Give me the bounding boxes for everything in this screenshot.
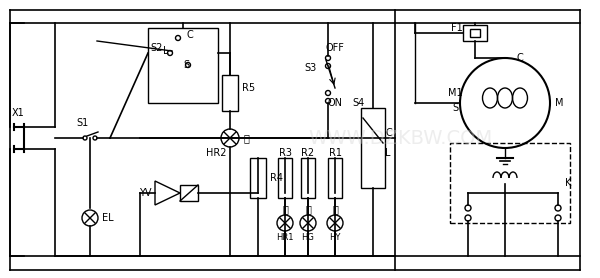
Circle shape — [327, 215, 343, 231]
Text: HR1: HR1 — [276, 232, 294, 242]
Text: EL: EL — [102, 213, 113, 223]
Text: YV: YV — [139, 188, 151, 198]
Bar — [180, 185, 198, 201]
Text: ON: ON — [328, 98, 343, 108]
Text: R5: R5 — [242, 83, 255, 93]
Circle shape — [460, 58, 550, 148]
Text: R3: R3 — [278, 148, 292, 158]
Bar — [250, 158, 266, 198]
Bar — [470, 29, 480, 37]
Circle shape — [82, 210, 98, 226]
Text: L: L — [163, 46, 169, 56]
Circle shape — [83, 136, 87, 140]
Text: C: C — [385, 128, 392, 138]
Text: HY: HY — [329, 232, 341, 242]
Bar — [148, 28, 218, 103]
Text: S3: S3 — [304, 63, 316, 73]
Text: S1: S1 — [76, 118, 88, 128]
Text: OFF: OFF — [326, 43, 344, 53]
Text: WWW.DZKBW.COM: WWW.DZKBW.COM — [308, 128, 492, 148]
Text: 黄: 黄 — [332, 204, 338, 214]
Circle shape — [326, 91, 331, 96]
Bar — [450, 143, 570, 223]
Circle shape — [326, 98, 331, 103]
Text: M: M — [555, 98, 563, 108]
Text: 绿: 绿 — [305, 204, 311, 214]
Bar — [301, 158, 315, 198]
Circle shape — [326, 63, 331, 68]
Text: S: S — [452, 103, 458, 113]
Text: S4: S4 — [352, 98, 364, 108]
Text: C: C — [187, 30, 193, 40]
Text: R1: R1 — [329, 148, 341, 158]
Circle shape — [221, 129, 239, 147]
Circle shape — [167, 51, 173, 56]
Bar — [328, 158, 342, 198]
Circle shape — [465, 205, 471, 211]
Text: M1: M1 — [448, 88, 463, 98]
Bar — [361, 108, 385, 188]
Circle shape — [555, 215, 561, 221]
Circle shape — [176, 36, 181, 41]
Circle shape — [185, 63, 191, 68]
Circle shape — [93, 136, 97, 140]
Circle shape — [326, 56, 331, 61]
Bar — [222, 75, 238, 111]
Circle shape — [277, 215, 293, 231]
Text: F1: F1 — [451, 23, 463, 33]
Text: C: C — [517, 53, 523, 63]
Text: S2: S2 — [150, 43, 163, 53]
Text: L: L — [385, 148, 391, 158]
Circle shape — [465, 215, 471, 221]
Text: 红: 红 — [282, 204, 288, 214]
Text: X1: X1 — [11, 108, 25, 118]
Circle shape — [555, 205, 561, 211]
Text: 红: 红 — [244, 133, 250, 143]
Text: HR2: HR2 — [206, 148, 226, 158]
Text: S: S — [183, 60, 189, 70]
Text: R4: R4 — [270, 173, 283, 183]
Text: HG: HG — [302, 232, 314, 242]
Bar — [463, 25, 487, 41]
Bar — [278, 158, 292, 198]
Text: R2: R2 — [301, 148, 314, 158]
Circle shape — [300, 215, 316, 231]
Text: K: K — [565, 178, 571, 188]
